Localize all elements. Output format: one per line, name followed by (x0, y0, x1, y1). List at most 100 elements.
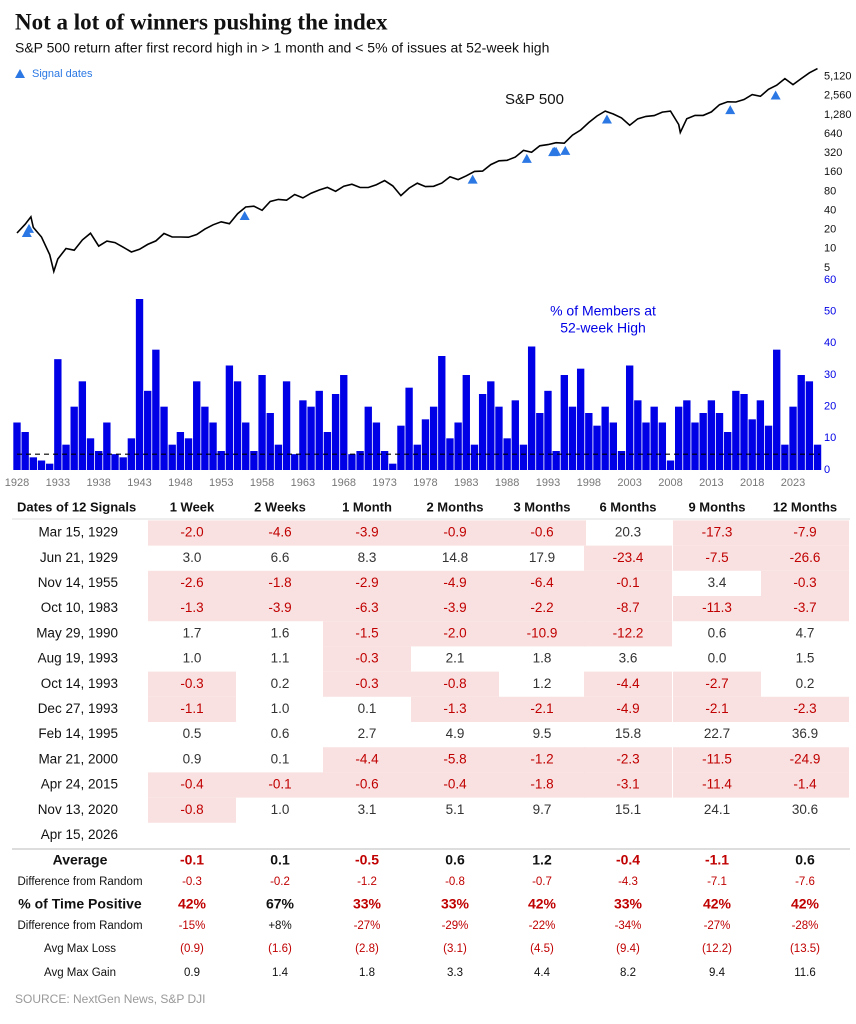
cell-highlight (323, 646, 411, 672)
cell-value: 4.7 (796, 625, 815, 640)
bar (62, 444, 70, 470)
bar (389, 463, 397, 470)
cell-highlight (761, 596, 849, 622)
cell-highlight (584, 696, 672, 722)
cell-value: 1.0 (271, 802, 290, 817)
source: SOURCE: NextGen News, S&P DJI (15, 992, 206, 1006)
cell-value: 24.1 (704, 802, 730, 817)
subtitle: S&P 500 return after first record high i… (15, 40, 549, 56)
x-tick-label: 2013 (699, 477, 723, 489)
cell-value: 0.6 (271, 726, 290, 741)
summary-value: -0.7 (532, 876, 552, 888)
bar (454, 422, 462, 470)
bar (291, 454, 299, 470)
cell-value: -0.4 (180, 777, 204, 792)
cell-value: 17.9 (529, 550, 555, 565)
cell-highlight (584, 772, 672, 798)
cell-highlight (498, 747, 586, 773)
x-tick-label: 1928 (5, 477, 29, 489)
cell-value: -0.9 (443, 525, 466, 540)
cell-value: 5.1 (446, 802, 465, 817)
cell-value: -3.9 (268, 600, 291, 615)
cell-highlight (411, 570, 499, 596)
cell-highlight (673, 671, 761, 697)
bar (176, 432, 185, 470)
cell-value: -26.6 (790, 550, 821, 565)
summary-label: Avg Max Loss (44, 943, 116, 955)
y-tick-label: 640 (824, 128, 842, 140)
cell-highlight (148, 596, 236, 622)
cell-value: 36.9 (792, 726, 818, 741)
summary-value: -0.3 (182, 876, 202, 888)
bar (781, 444, 789, 470)
cell-highlight (584, 570, 672, 596)
cell-value: -3.9 (443, 600, 466, 615)
signal-marker (24, 223, 35, 233)
bar (111, 454, 119, 470)
cell-highlight (411, 621, 499, 647)
bar (209, 422, 217, 470)
summary-value: -28% (792, 920, 819, 932)
cell-value: 0.6 (708, 625, 727, 640)
summary-value: (13.5) (790, 943, 820, 955)
x-tick-label: 1948 (168, 477, 192, 489)
y-tick-label: 2,560 (824, 90, 852, 102)
cell-value: -10.9 (527, 625, 558, 640)
bar (487, 381, 495, 470)
cell-value: -1.8 (530, 777, 553, 792)
summary-value: -0.8 (445, 876, 465, 888)
cell-value: 1.2 (533, 676, 552, 691)
bar (331, 394, 340, 470)
y-tick-label: 30 (824, 369, 836, 381)
cell-highlight (148, 520, 236, 546)
cell-value: -0.3 (355, 676, 378, 691)
cell-value: -2.3 (616, 751, 639, 766)
summary-label: Average (53, 852, 108, 868)
cell-highlight (411, 696, 499, 722)
cell-value: 1.0 (271, 701, 290, 716)
cell-value: -4.9 (616, 701, 639, 716)
bar (135, 299, 144, 470)
cell-highlight (584, 596, 672, 622)
bar (193, 381, 201, 470)
cell-highlight (236, 596, 324, 622)
cell-highlight (761, 570, 849, 596)
bar (348, 454, 356, 470)
cell-value: -6.3 (355, 600, 378, 615)
y-tick-label: 5 (824, 262, 830, 274)
summary-value: 67% (266, 896, 295, 912)
summary-value: 42% (528, 896, 557, 912)
summary-label: Difference from Random (17, 920, 142, 932)
bar (29, 457, 38, 470)
bar (364, 406, 372, 470)
cell-value: -11.4 (702, 777, 732, 792)
cell-highlight (411, 671, 499, 697)
cell-value: -2.6 (180, 575, 203, 590)
x-tick-label: 1993 (536, 477, 560, 489)
summary-value: 1.8 (359, 967, 375, 979)
summary-value: (9.4) (616, 943, 640, 955)
bar (797, 375, 805, 470)
summary-label: Difference from Random (17, 876, 142, 888)
cell-highlight (673, 596, 761, 622)
signal-marker (467, 174, 478, 184)
summary-value: 42% (178, 896, 207, 912)
summary-value: -29% (442, 920, 469, 932)
y-tick-label: 10 (824, 432, 836, 444)
y-tick-label: 10 (824, 243, 836, 255)
cell-highlight (323, 671, 411, 697)
y-tick-label: 320 (824, 147, 842, 159)
cell-highlight (761, 545, 849, 571)
bar (715, 413, 724, 470)
bar (724, 432, 732, 470)
x-tick-label: 1968 (332, 477, 356, 489)
y-tick-label: 60 (824, 274, 836, 286)
cell-value: 15.1 (615, 802, 641, 817)
bar (299, 400, 307, 470)
column-header: 6 Months (599, 499, 656, 514)
cell-value: -3.1 (616, 777, 639, 792)
cell-highlight (323, 621, 411, 647)
bar (78, 381, 87, 470)
bar (21, 432, 29, 470)
cell-value: 0.0 (708, 651, 727, 666)
